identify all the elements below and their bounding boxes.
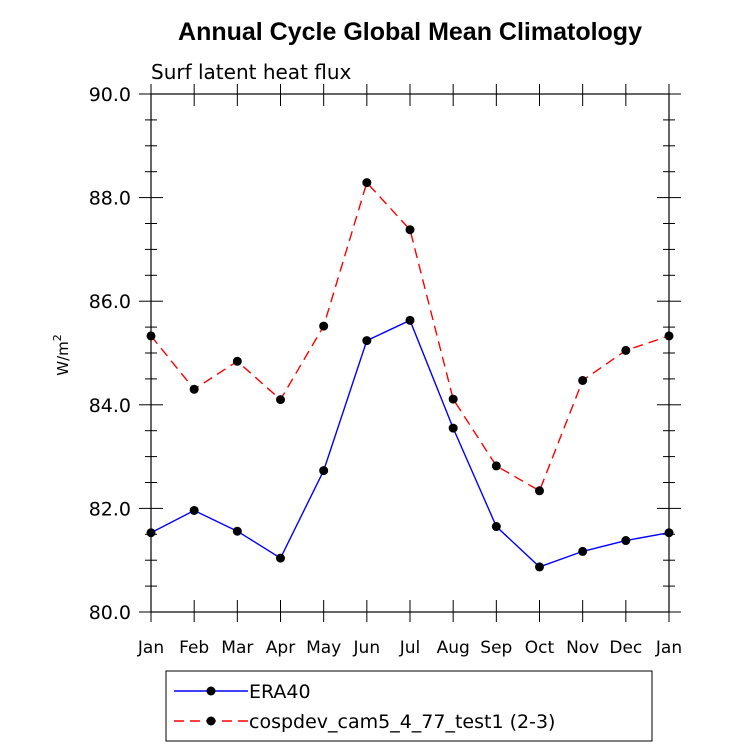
y-axis: 80.0 82.0 84.0 86.0 88.0 90.0 [89,84,681,624]
legend-marker [206,686,216,696]
chart-title: Annual Cycle Global Mean Climatology [178,18,642,46]
y-tick-label: 82.0 [89,498,131,520]
y-tick-label: 84.0 [89,395,131,417]
legend-marker [206,716,216,726]
data-point [146,331,156,341]
legend-items: ERA40 cospdev_cam5_4_77_test1 (2-3) [174,681,555,733]
y-axis-label-superscript: 2 [51,334,64,341]
data-point [491,522,501,532]
y-tick-label: 86.0 [89,291,131,313]
legend-label: cospdev_cam5_4_77_test1 (2-3) [249,711,555,733]
data-point [319,321,329,331]
data-point [535,486,544,496]
data-point [664,331,674,341]
x-tick-label: Dec [609,638,642,658]
data-point [189,384,199,394]
data-point [232,356,242,366]
y-tick-label: 88.0 [89,188,131,210]
y-axis-label: W/m2 [51,334,72,376]
data-point [276,553,285,563]
plot-area [150,93,670,613]
x-tick-label: Apr [266,638,295,658]
x-tick-label: Jun [353,638,381,658]
data-point [448,394,458,404]
data-point [232,526,242,536]
x-tick-label: Feb [179,638,209,658]
data-point [621,345,631,355]
x-tick-label: Jan [137,638,164,658]
x-tick-label: Oct [525,638,555,658]
data-point [362,336,372,346]
data-point [491,461,501,471]
y-tick-label: 90.0 [89,84,131,106]
series-layer [146,178,674,572]
data-point [276,395,285,405]
x-tick-label: Jan [655,638,682,658]
chart-subtitle: Surf latent heat flux [151,60,352,84]
y-tick-label: 80.0 [89,602,131,624]
data-point [189,505,199,515]
data-point [578,375,588,385]
data-point [578,546,588,556]
y-axis-label-text: W/m [54,341,72,376]
x-tick-label: Nov [566,638,599,658]
data-point [362,178,372,188]
data-point [319,466,329,476]
data-point [405,315,415,325]
data-point [146,528,156,538]
plot-border [150,93,670,613]
x-tick-label: May [306,638,341,658]
data-point [621,536,631,546]
x-tick-label: Mar [221,638,253,658]
series-line-0 [150,319,670,568]
data-point [405,225,415,235]
data-point [535,562,544,572]
data-point [664,528,674,538]
x-tick-label: Aug [437,638,470,658]
x-axis: Jan Feb Mar Apr May Jun Jul Aug Sep Oct Nov Dec Jan [137,84,682,658]
x-tick-label: Sep [480,638,512,658]
legend-label: ERA40 [249,681,311,703]
legend-box [165,670,653,742]
data-point [448,423,458,433]
x-tick-label: Jul [399,638,421,658]
legend: ERA40 cospdev_cam5_4_77_test1 (2-3) [165,670,653,742]
